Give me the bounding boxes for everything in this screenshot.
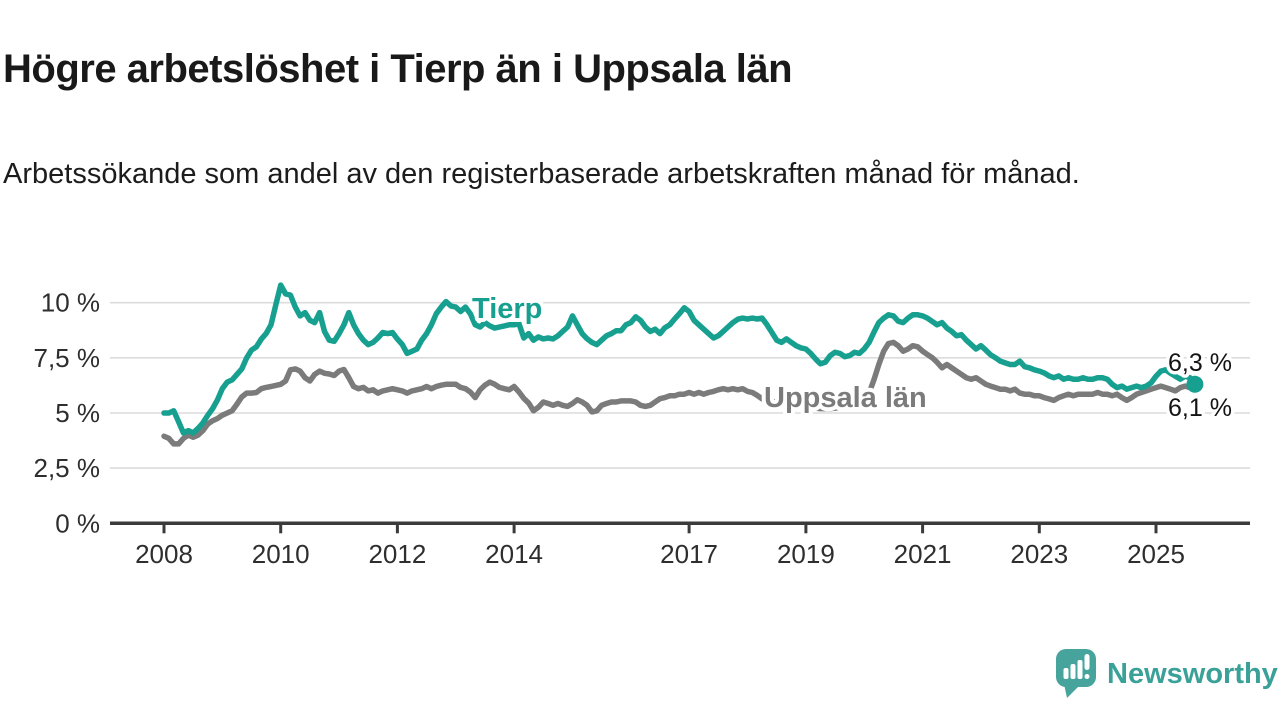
brand-footer: Newsworthy	[1056, 649, 1278, 699]
x-axis-tick-label: 2025	[1127, 539, 1185, 569]
series-label-uppsala-lan: Uppsala län	[764, 382, 927, 414]
x-axis-tick-label: 2017	[660, 539, 718, 569]
x-axis-tick-label: 2023	[1010, 539, 1068, 569]
y-axis-labels: 0 % 2,5 % 5 % 7,5 % 10 %	[34, 288, 101, 539]
x-axis-tick-label: 2008	[135, 539, 193, 569]
x-axis-tick-label: 2021	[894, 539, 952, 569]
series-line-uppsala-lan	[161, 339, 1198, 447]
y-axis-tick-label: 10 %	[41, 288, 100, 318]
y-axis-tick-label: 5 %	[55, 398, 100, 428]
y-axis-tick-label: 0 %	[55, 508, 100, 538]
newsworthy-logo-icon	[1056, 649, 1096, 698]
x-axis-tick-label: 2012	[368, 539, 426, 569]
series-label-tierp: Tierp	[472, 293, 542, 325]
y-axis-tick-label: 7,5 %	[34, 343, 101, 373]
end-value-label-tierp: 6,3 %	[1168, 349, 1232, 377]
x-axis-ticks	[162, 524, 1158, 534]
x-axis-tick-label: 2010	[252, 539, 310, 569]
x-axis-tick-label: 2019	[777, 539, 835, 569]
logo-bar-3	[1077, 660, 1083, 679]
logo-exclamation-icon	[1084, 654, 1090, 670]
page-subtitle: Arbetssökande som andel av den registerb…	[3, 158, 1080, 190]
end-value-label-uppsala-lan: 6,1 %	[1168, 394, 1232, 422]
x-axis-tick-label: 2014	[485, 539, 543, 569]
y-axis-tick-label: 2,5 %	[34, 453, 101, 483]
gridlines	[110, 301, 1250, 469]
x-axis-labels: 2008 2010 2012 2014 2017 2019 2021 2023 2025	[135, 539, 1185, 569]
logo-bar-2	[1070, 664, 1076, 679]
logo-bar-1	[1063, 668, 1069, 679]
series-line-tierp	[161, 282, 1198, 436]
brand-name: Newsworthy	[1107, 657, 1278, 690]
series-end-dot-tierp	[1186, 375, 1204, 393]
page-title: Högre arbetslöshet i Tierp än i Uppsala …	[3, 46, 793, 91]
